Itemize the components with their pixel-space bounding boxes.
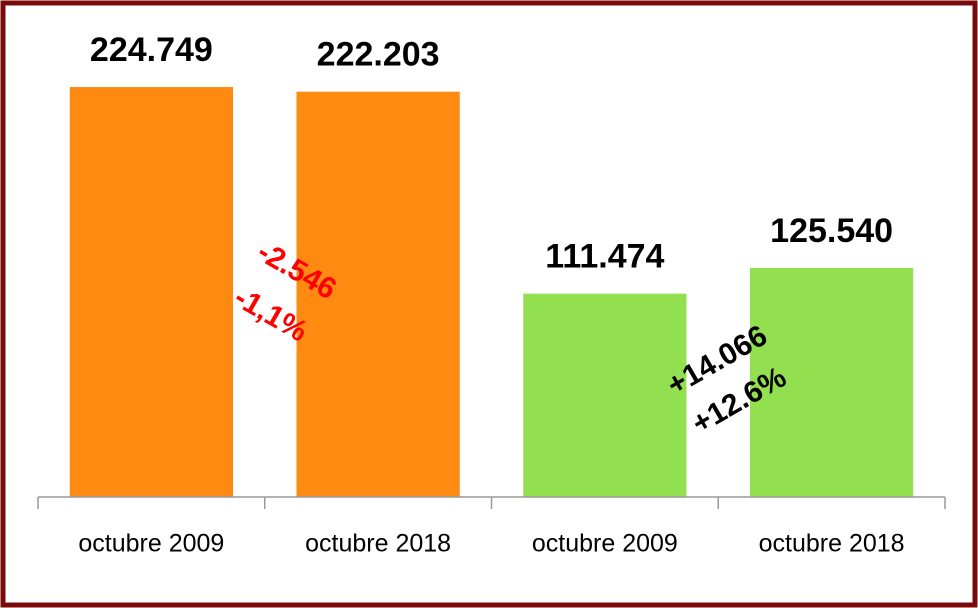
x-tick-label: octubre 2018	[305, 530, 451, 558]
value-label: 111.474	[545, 238, 664, 276]
bar	[69, 87, 234, 497]
value-label: 125.540	[770, 212, 893, 250]
x-tick-label: octubre 2009	[78, 530, 224, 558]
x-tick-label: octubre 2009	[532, 530, 678, 558]
bar	[749, 268, 914, 497]
value-label: 222.203	[317, 36, 440, 74]
bar	[296, 91, 460, 498]
bar	[523, 293, 687, 497]
x-tick-label: octubre 2018	[759, 530, 905, 558]
value-label: 224.749	[90, 31, 213, 69]
